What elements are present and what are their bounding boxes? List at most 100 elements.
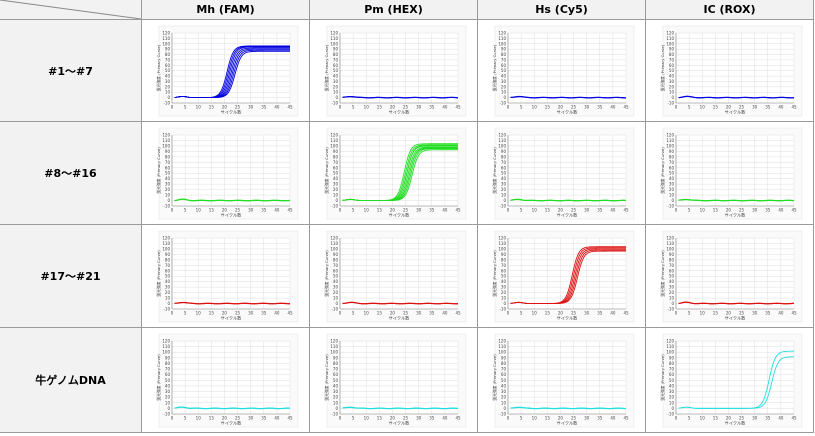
- x-tick-label: 30: [248, 208, 254, 213]
- y-tick-label: 40: [333, 279, 339, 284]
- y-tick-label: 10: [501, 193, 507, 198]
- y-tick-label: 80: [669, 154, 675, 159]
- x-axis-label: サイクル数: [389, 109, 411, 116]
- plot-cell: -10 0 10 20 30 40 50 60 70 80 90 100 110 120 0 5 10 15 20 2…: [478, 225, 646, 328]
- y-tick-label: 60: [501, 372, 507, 377]
- y-tick-label: -10: [163, 204, 170, 209]
- y-tick-label: 40: [333, 74, 339, 79]
- x-tick-label: 40: [274, 208, 280, 213]
- y-tick-label: 70: [165, 57, 171, 62]
- x-tick-label: 15: [713, 311, 719, 316]
- y-tick-label: 110: [498, 241, 506, 246]
- x-axis-label: サイクル数: [557, 109, 579, 116]
- y-tick-label: 100: [162, 143, 170, 148]
- y-tick-label: 110: [666, 36, 674, 41]
- y-tick-label: -10: [331, 204, 338, 209]
- row-header-3: #17～#21: [0, 225, 142, 328]
- y-tick-label: 30: [669, 182, 675, 187]
- x-axis-label: サイクル数: [221, 109, 243, 116]
- y-tick-label: 50: [501, 274, 507, 279]
- x-tick-label: 20: [558, 105, 564, 110]
- y-tick-label: 50: [501, 68, 507, 73]
- x-tick-label: 35: [429, 416, 435, 421]
- x-tick-label: 45: [791, 105, 797, 110]
- y-tick-label: 80: [165, 52, 171, 57]
- y-axis-label: 蛍光強度 (Primary Curve): [660, 354, 665, 401]
- x-tick-label: 35: [429, 208, 435, 213]
- x-tick-label: 20: [726, 416, 732, 421]
- y-axis-label: 蛍光強度 (Primary Curve): [324, 44, 329, 91]
- y-tick-label: 20: [165, 290, 171, 295]
- y-tick-label: -10: [667, 204, 674, 209]
- y-tick-label: 90: [501, 149, 507, 154]
- y-tick-label: 10: [501, 296, 507, 301]
- x-tick-label: 35: [261, 311, 267, 316]
- x-tick-label: 15: [377, 208, 383, 213]
- y-tick-label: 80: [501, 257, 507, 262]
- x-tick-label: 40: [274, 311, 280, 316]
- y-tick-label: 120: [162, 31, 170, 36]
- x-tick-label: 45: [287, 208, 293, 213]
- x-tick-label: 0: [171, 416, 174, 421]
- x-tick-label: 0: [675, 311, 678, 316]
- x-tick-label: 10: [196, 105, 202, 110]
- y-tick-label: 120: [330, 31, 338, 36]
- y-axis-label: 蛍光強度 (Primary Curve): [660, 44, 665, 91]
- y-tick-label: -10: [667, 101, 674, 106]
- x-tick-label: 30: [248, 416, 254, 421]
- plot-area: [508, 33, 626, 103]
- x-tick-label: 15: [209, 208, 215, 213]
- y-tick-label: 100: [162, 41, 170, 46]
- plot-area: [676, 135, 794, 206]
- y-tick-label: 120: [162, 339, 170, 344]
- y-tick-label: 70: [669, 367, 675, 372]
- x-tick-label: 10: [364, 208, 370, 213]
- x-axis-label: サイクル数: [557, 315, 579, 322]
- y-tick-label: 110: [498, 344, 506, 349]
- y-axis-label: 蛍光強度 (Primary Curve): [156, 44, 161, 91]
- y-tick-label: 110: [666, 344, 674, 349]
- y-tick-label: 0: [671, 406, 674, 411]
- y-tick-label: 20: [669, 84, 675, 89]
- y-tick-label: 80: [165, 361, 171, 366]
- amplification-curve: [678, 198, 795, 202]
- x-tick-label: 20: [726, 208, 732, 213]
- plot-area: [508, 341, 626, 414]
- y-tick-label: 0: [335, 406, 338, 411]
- x-tick-label: 15: [377, 416, 383, 421]
- y-tick-label: 120: [498, 339, 506, 344]
- x-tick-label: 10: [364, 105, 370, 110]
- y-tick-label: 80: [165, 257, 171, 262]
- x-tick-label: 5: [688, 105, 691, 110]
- x-tick-label: 0: [507, 105, 510, 110]
- x-tick-label: 15: [545, 311, 551, 316]
- y-tick-label: 60: [165, 372, 171, 377]
- x-tick-label: 15: [545, 208, 551, 213]
- x-tick-label: 25: [571, 416, 577, 421]
- y-tick-label: 40: [669, 74, 675, 79]
- y-tick-label: 60: [165, 63, 171, 68]
- y-tick-label: 30: [501, 182, 507, 187]
- plot-cell: -10 0 10 20 30 40 50 60 70 80 90 100 110 120 0 5 10 15 20 2…: [478, 20, 646, 122]
- y-tick-label: 70: [501, 160, 507, 165]
- column-header-3: Hs (Cy5): [478, 0, 646, 20]
- x-tick-label: 10: [532, 208, 538, 213]
- y-tick-label: 70: [501, 57, 507, 62]
- y-tick-label: 40: [501, 279, 507, 284]
- x-tick-label: 15: [713, 208, 719, 213]
- x-tick-label: 25: [403, 105, 409, 110]
- y-axis-label: 蛍光強度 (Primary Curve): [156, 147, 161, 194]
- plot-cell: -10 0 10 20 30 40 50 60 70 80 90 100 110 120 0 5 10 15 20 2…: [310, 20, 478, 122]
- row-header-label: #8～#16: [44, 167, 97, 180]
- y-tick-label: 0: [335, 198, 338, 203]
- y-tick-label: 80: [669, 52, 675, 57]
- column-header-label: Mh (FAM): [196, 3, 255, 16]
- y-tick-label: 110: [162, 138, 170, 143]
- x-tick-label: 20: [558, 311, 564, 316]
- amplification-curve: [174, 301, 291, 305]
- y-tick-label: 30: [165, 389, 171, 394]
- y-tick-label: 10: [333, 400, 339, 405]
